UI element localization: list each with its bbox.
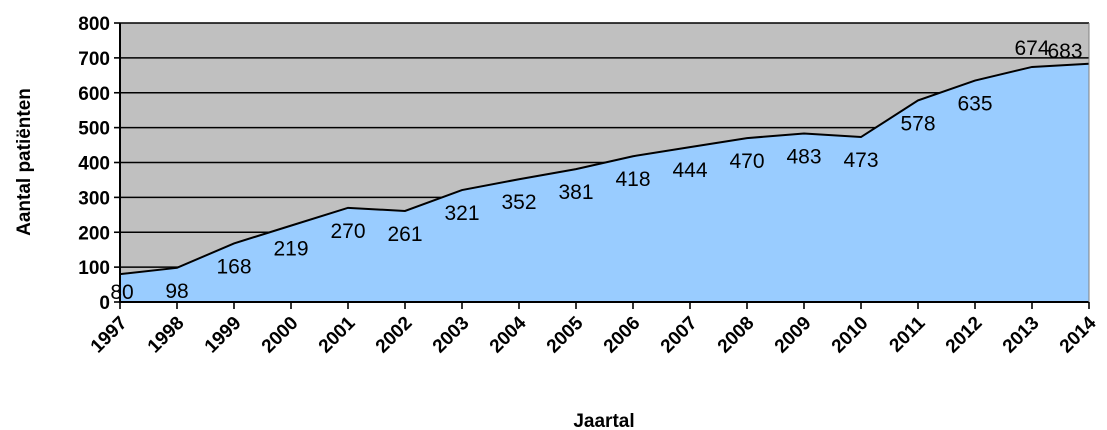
data-label: 270 [330, 220, 365, 243]
x-tick-labels: 1997 1998 1999 2000 2001 2002 2003 2004 2005 2006… [87, 312, 1101, 357]
data-label: 352 [501, 191, 536, 214]
x-tick-label: 1997 [87, 313, 132, 358]
data-label: 470 [729, 150, 764, 173]
data-label: 80 [110, 281, 133, 304]
x-axis-title: Jaartal [573, 411, 634, 430]
x-tick-label: 2009 [771, 313, 816, 358]
data-label: 418 [615, 168, 650, 191]
x-tick-label: 2014 [1056, 312, 1101, 357]
y-axis-title: Aantal patiënten [14, 88, 35, 236]
data-label: 483 [786, 146, 821, 169]
x-tick-label: 2010 [828, 313, 873, 358]
x-tick-label: 2006 [600, 313, 645, 358]
x-tick-label: 1998 [144, 313, 189, 358]
y-tick-labels: 0 100 200 300 400 500 600 700 800 [78, 14, 110, 314]
y-tick-label: 700 [78, 49, 110, 70]
x-tick-label: 2004 [486, 312, 531, 357]
data-label: 635 [957, 93, 992, 116]
x-tick-label: 2011 [886, 312, 930, 356]
x-tick-label: 2013 [999, 313, 1044, 358]
data-label: 674 [1014, 37, 1049, 60]
x-tick-label: 2000 [258, 313, 303, 358]
y-tick-label: 500 [78, 119, 110, 140]
data-label: 98 [165, 280, 188, 303]
y-tick-label: 800 [78, 14, 110, 35]
x-tick-label: 1999 [201, 313, 246, 358]
data-label: 473 [843, 149, 878, 172]
data-label: 321 [444, 202, 479, 225]
y-tick-label: 300 [78, 188, 110, 209]
data-label: 381 [558, 181, 593, 204]
x-tick-label: 2008 [714, 313, 759, 358]
y-tick-label: 100 [78, 258, 110, 279]
y-tick-label: 200 [78, 223, 110, 244]
data-label: 683 [1047, 40, 1082, 63]
x-tick-label: 2002 [372, 313, 417, 358]
x-tick-label: 2003 [429, 313, 474, 358]
data-label: 168 [216, 255, 251, 278]
x-tick-label: 2001 [315, 312, 360, 357]
y-tick-label: 400 [78, 154, 110, 175]
data-label: 578 [900, 112, 935, 135]
y-tick-label: 0 [99, 293, 110, 314]
data-label: 261 [387, 223, 422, 246]
data-label: 444 [672, 159, 707, 182]
data-label: 219 [273, 238, 308, 261]
x-tick-label: 2005 [543, 312, 588, 357]
y-tick-label: 600 [78, 84, 110, 105]
x-tick-label: 2012 [942, 313, 987, 358]
x-tick-label: 2007 [657, 313, 702, 358]
